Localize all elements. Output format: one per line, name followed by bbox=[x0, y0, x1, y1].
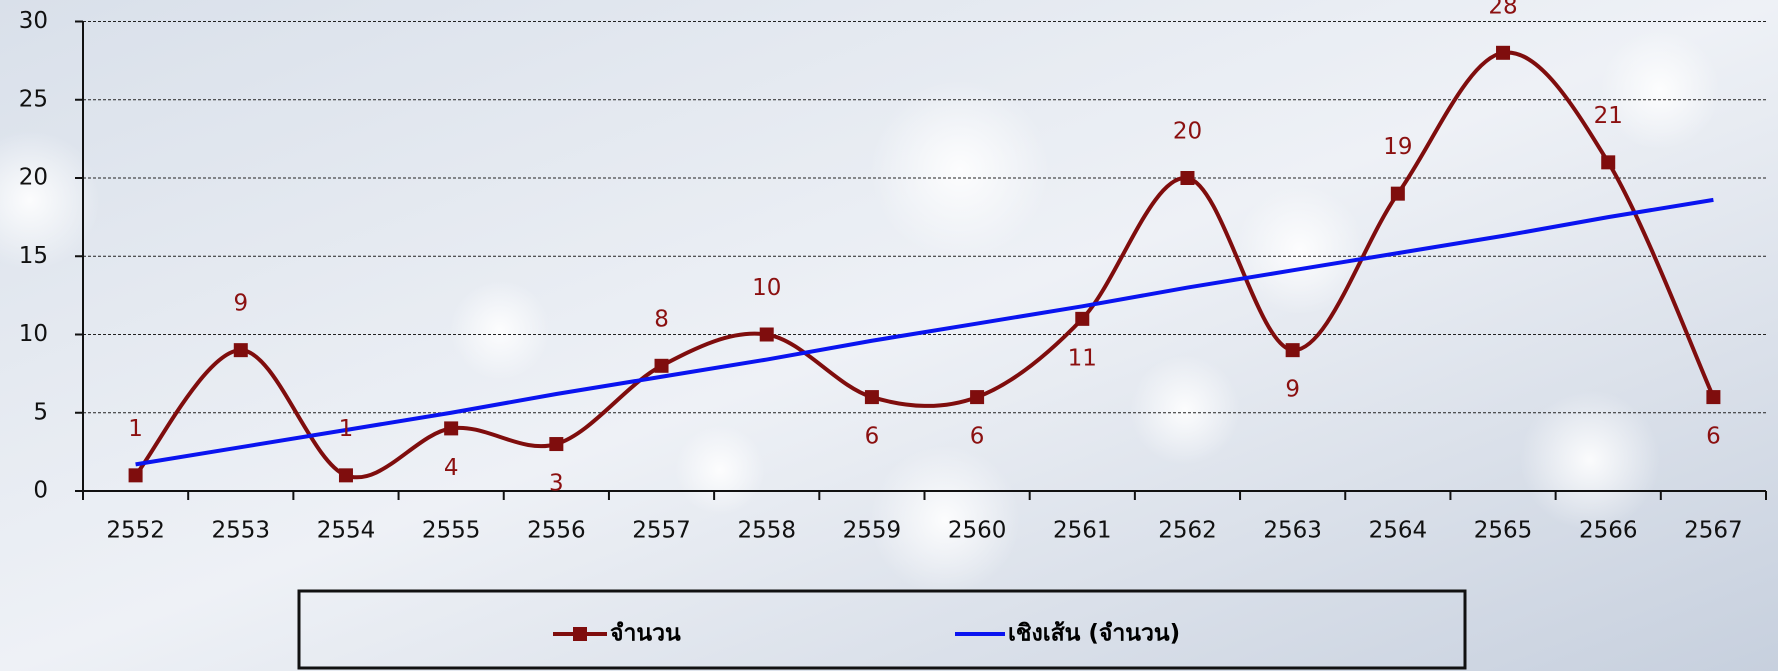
marker bbox=[1390, 186, 1405, 201]
marker bbox=[444, 421, 459, 436]
y-tick-label: 20 bbox=[19, 165, 48, 191]
x-tick-label: 2553 bbox=[212, 518, 271, 544]
data-label: 1 bbox=[128, 416, 143, 442]
y-tick-label: 30 bbox=[19, 8, 48, 34]
data-label: 6 bbox=[970, 424, 985, 450]
data-label: 28 bbox=[1488, 0, 1517, 19]
data-label: 9 bbox=[1285, 377, 1300, 403]
data-label: 3 bbox=[549, 471, 564, 497]
y-tick-label: 10 bbox=[19, 321, 48, 347]
y-tick-label: 5 bbox=[33, 399, 48, 425]
y-tick-label: 25 bbox=[19, 86, 48, 112]
x-tick-label: 2563 bbox=[1263, 518, 1322, 544]
x-tick-label: 2557 bbox=[632, 518, 691, 544]
data-label: 9 bbox=[233, 291, 248, 317]
marker bbox=[1075, 311, 1090, 326]
data-label: 1 bbox=[339, 416, 354, 442]
data-line bbox=[134, 50, 1716, 480]
data-label: 20 bbox=[1173, 119, 1202, 145]
legend-label: จำนวน bbox=[610, 621, 681, 647]
data-label: 8 bbox=[654, 306, 669, 332]
x-tick-label: 2565 bbox=[1474, 518, 1533, 544]
data-label: 11 bbox=[1068, 345, 1097, 371]
data-label: 10 bbox=[752, 275, 781, 301]
data-label: 6 bbox=[865, 424, 880, 450]
legend-box bbox=[297, 589, 1467, 670]
x-tick-label: 2554 bbox=[317, 518, 376, 544]
data-label: 6 bbox=[1706, 424, 1721, 450]
x-tick-label: 2559 bbox=[843, 518, 902, 544]
x-tick-label: 2562 bbox=[1158, 518, 1217, 544]
legend-label: เชิงเส้น (จำนวน) bbox=[1008, 621, 1180, 647]
marker bbox=[549, 437, 564, 452]
x-tick-label: 2561 bbox=[1053, 518, 1112, 544]
legend-swatch-marker bbox=[573, 627, 587, 641]
x-tick-label: 2552 bbox=[106, 518, 165, 544]
trend-line bbox=[135, 197, 1714, 467]
data-label: 4 bbox=[444, 455, 459, 481]
y-tick-label: 15 bbox=[19, 243, 48, 269]
marker bbox=[233, 343, 248, 358]
x-tick-label: 2555 bbox=[422, 518, 481, 544]
y-tick-label: 0 bbox=[33, 478, 48, 504]
marker bbox=[1706, 390, 1721, 405]
x-tick-label: 2558 bbox=[737, 518, 796, 544]
x-tick-label: 2556 bbox=[527, 518, 586, 544]
data-label: 21 bbox=[1594, 103, 1623, 129]
marker bbox=[1496, 45, 1511, 60]
marker bbox=[1601, 155, 1616, 170]
marker bbox=[338, 468, 353, 483]
marker bbox=[970, 390, 985, 405]
marker bbox=[128, 468, 143, 483]
x-tick-label: 2564 bbox=[1369, 518, 1428, 544]
marker bbox=[1285, 343, 1300, 358]
marker bbox=[654, 358, 669, 373]
marker bbox=[864, 390, 879, 405]
x-tick-label: 2567 bbox=[1684, 518, 1743, 544]
data-label: 19 bbox=[1383, 134, 1412, 160]
x-tick-label: 2560 bbox=[948, 518, 1007, 544]
marker bbox=[1180, 171, 1195, 185]
x-tick-label: 2566 bbox=[1579, 518, 1638, 544]
marker bbox=[759, 327, 774, 342]
